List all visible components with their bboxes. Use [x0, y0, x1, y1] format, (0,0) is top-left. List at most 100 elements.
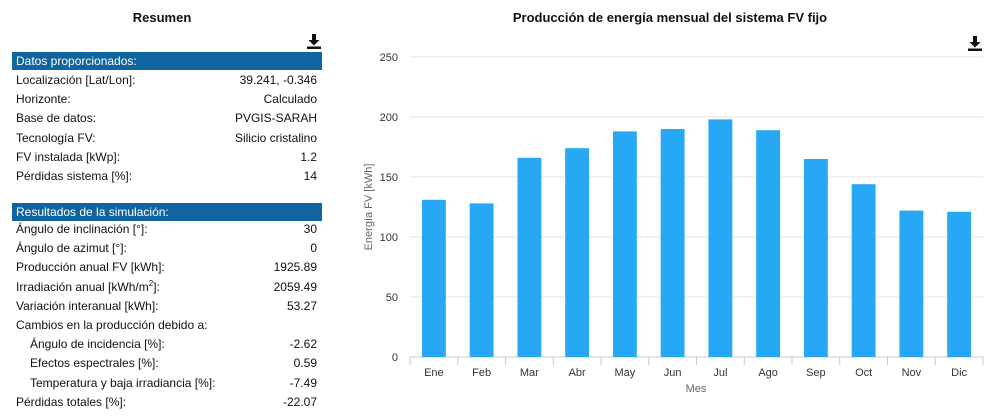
summary-row-label-text: Ángulo de azimut [°]:: [16, 241, 127, 256]
summary-row-label: Irradiación anual [kWh/m2]:: [16, 278, 160, 297]
x-tick-label: May: [614, 367, 635, 379]
x-axis-title: Mes: [686, 383, 707, 395]
y-axis-title: Energía FV [kWh]: [363, 164, 375, 251]
summary-row-value: -2.62: [289, 337, 317, 352]
x-tick-label: Oct: [855, 367, 872, 379]
summary-row-value: Silicio cristalino: [234, 130, 317, 145]
summary-row-value: 0.59: [293, 356, 317, 371]
summary-row: Pérdidas totales [%]: -22.07: [12, 393, 322, 412]
summary-row-label: Cambios en la producción debido a:: [16, 316, 207, 335]
summary-row-label-text: Tecnología FV:: [16, 130, 96, 145]
summary-row: FV instalada [kWp]: 1.2: [12, 148, 322, 167]
y-tick-label: 0: [392, 352, 398, 364]
summary-row-label: Pérdidas sistema [%]:: [16, 167, 132, 186]
bar-ene[interactable]: [421, 199, 446, 357]
summary-row-label: Ángulo de azimut [°]:: [16, 239, 127, 258]
summary-row-label-after: ]:: [153, 279, 160, 294]
y-tick-label: 250: [380, 52, 398, 64]
summary-row-value: -22.07: [282, 394, 317, 409]
x-tick-label: Nov: [902, 367, 922, 379]
summary-row-label-text: Ángulo de incidencia [%]:: [30, 337, 165, 352]
summary-row-label: Base de datos:: [16, 109, 96, 128]
bar-jun[interactable]: [660, 129, 685, 357]
summary-row-label: Efectos espectrales [%]:: [30, 354, 159, 373]
download-icon[interactable]: [307, 34, 321, 49]
summary-row: Horizonte: Calculado: [12, 90, 322, 109]
summary-row: Efectos espectrales [%]: 0.59: [12, 354, 322, 373]
provided-data-header: Datos proporcionados:: [12, 52, 322, 70]
summary-row-label: Localización [Lat/Lon]:: [16, 71, 135, 90]
chart-title: Producción de energía mensual del sistem…: [512, 10, 828, 25]
bar-oct[interactable]: [851, 184, 876, 357]
summary-row-label: Temperatura y baja irradiancia [%]:: [30, 374, 215, 393]
summary-row-label: Producción anual FV [kWh]:: [16, 258, 165, 277]
summary-row: Irradiación anual [kWh/m2]: 2059.49: [12, 278, 322, 297]
x-tick-label: Feb: [472, 367, 491, 379]
summary-row-value: 14: [303, 169, 317, 183]
summary-row-value: Calculado: [263, 92, 317, 107]
summary-row-value: 53.27: [286, 298, 317, 313]
summary-panel: Resumen Datos proporcionados: Localizaci…: [12, 0, 322, 417]
chart-download-icon[interactable]: [968, 36, 982, 51]
summary-row-value: 1.2: [300, 149, 317, 164]
summary-row-value: 39.241, -0.346: [239, 73, 317, 87]
summary-row: Cambios en la producción debido a:: [12, 316, 322, 335]
summary-row-value: PVGIS-SARAH: [234, 111, 317, 126]
summary-row-value: -7.49: [289, 375, 317, 390]
y-tick-label: 100: [380, 232, 398, 244]
bar-abr[interactable]: [565, 148, 590, 357]
summary-row-label: Ángulo de inclinación [°]:: [16, 220, 148, 239]
summary-row: Temperatura y baja irradiancia [%]: -7.49: [12, 374, 322, 393]
x-tick-label: Jul: [713, 367, 727, 379]
summary-row-label-text: Cambios en la producción debido a:: [16, 318, 208, 332]
summary-row-label-text: Irradiación anual [kWh/m: [16, 279, 149, 294]
bar-ago[interactable]: [756, 130, 781, 357]
summary-row: Tecnología FV: Silicio cristalino: [12, 129, 322, 148]
summary-row: Base de datos: PVGIS-SARAH: [12, 109, 322, 128]
summary-row-label: Tecnología FV:: [16, 129, 96, 148]
summary-row-label-text: Pérdidas sistema [%]:: [16, 169, 133, 183]
summary-row-label: Pérdidas totales [%]:: [16, 393, 126, 412]
summary-row-label-text: Ángulo de inclinación [°]:: [16, 222, 148, 236]
summary-row-label-text: Localización [Lat/Lon]:: [16, 73, 136, 87]
y-tick-label: 150: [380, 172, 398, 184]
summary-row-label-sup: 2: [148, 278, 154, 288]
summary-row: Ángulo de azimut [°]: 0: [12, 239, 322, 258]
x-tick-label: Sep: [806, 367, 826, 379]
summary-row-label: Ángulo de incidencia [%]:: [30, 335, 165, 354]
bar-mar[interactable]: [517, 157, 542, 357]
summary-row-label: Horizonte:: [16, 90, 71, 109]
bar-may[interactable]: [612, 131, 637, 357]
summary-row-label: Variación interanual [kWh]:: [16, 297, 159, 316]
summary-row: Pérdidas sistema [%]: 14: [12, 167, 322, 186]
summary-row-value: 0: [310, 241, 317, 256]
summary-row: Variación interanual [kWh]: 53.27: [12, 297, 322, 316]
simulation-results-header: Resultados de la simulación:: [12, 203, 322, 221]
x-tick-label: Ago: [758, 367, 778, 379]
summary-row-label-text: Base de datos:: [16, 111, 97, 126]
x-tick-label: Dic: [951, 367, 967, 379]
summary-row-label-text: Horizonte:: [16, 92, 71, 107]
bar-jul[interactable]: [708, 119, 733, 358]
summary-title: Resumen: [132, 10, 192, 25]
bar-nov[interactable]: [899, 210, 924, 357]
summary-row: Ángulo de inclinación [°]: 30: [12, 220, 322, 239]
summary-row-label-text: Pérdidas totales [%]:: [16, 394, 127, 409]
summary-row-label-text: Temperatura y baja irradiancia [%]:: [30, 375, 216, 390]
summary-row-value: 30: [303, 222, 317, 236]
x-tick-label: Jun: [664, 367, 682, 379]
x-tick-label: Abr: [569, 367, 586, 379]
summary-row-label-text: FV instalada [kWp]:: [16, 149, 121, 164]
bar-feb[interactable]: [469, 203, 494, 357]
bar-sep[interactable]: [803, 159, 828, 357]
y-tick-label: 200: [380, 112, 398, 124]
summary-row-label: FV instalada [kWp]:: [16, 148, 120, 167]
x-tick-label: Mar: [520, 367, 539, 379]
bar-dic[interactable]: [947, 211, 972, 357]
summary-row-value: 2059.49: [273, 279, 317, 294]
summary-row-value: 1925.89: [273, 260, 317, 275]
summary-row-label-text: Efectos espectrales [%]:: [30, 356, 159, 371]
y-tick-label: 50: [386, 292, 398, 304]
summary-row: Ángulo de incidencia [%]: -2.62: [12, 335, 322, 354]
